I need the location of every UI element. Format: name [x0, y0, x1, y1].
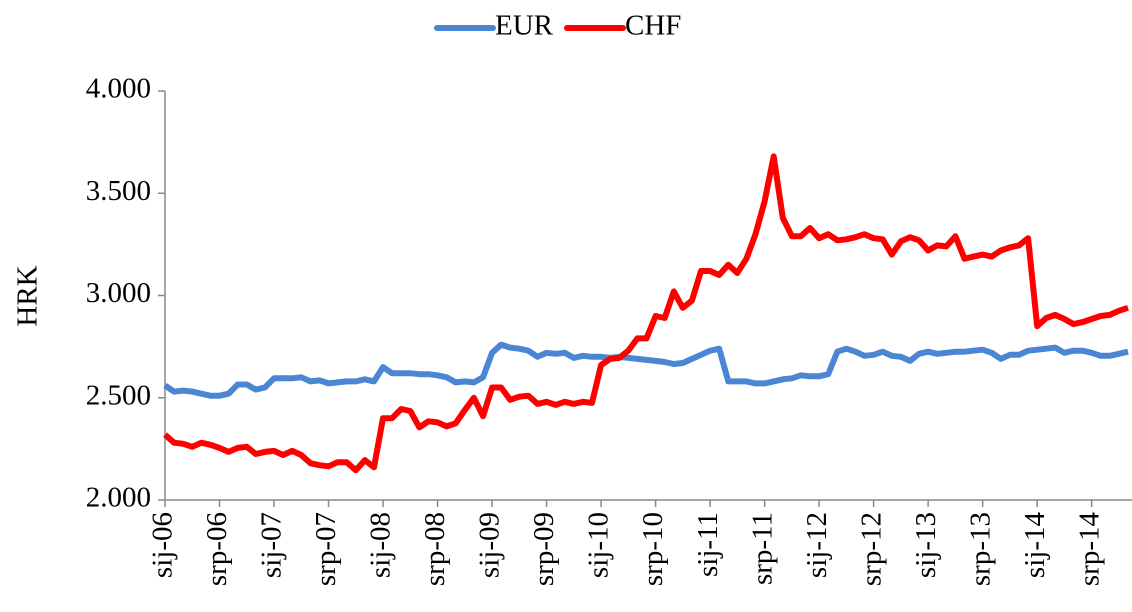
- x-tick-label: srp-08: [419, 512, 451, 586]
- x-tick-label: srp-13: [964, 512, 996, 586]
- y-tick-label: 2.500: [86, 379, 151, 411]
- x-tick-label: srp-06: [201, 512, 233, 586]
- y-axis-label: HRK: [12, 265, 44, 326]
- legend-label: EUR: [495, 10, 554, 42]
- x-tick-label: sij-11: [692, 512, 724, 577]
- x-tick-label: sij-08: [365, 512, 397, 578]
- y-tick-label: 4.000: [86, 73, 151, 105]
- x-tick-label: sij-07: [256, 512, 288, 578]
- y-tick-label: 2.000: [86, 482, 151, 514]
- x-tick-label: srp-09: [528, 512, 560, 586]
- x-tick-label: srp-07: [310, 512, 342, 586]
- x-tick-label: sij-14: [1019, 512, 1051, 579]
- x-tick-label: sij-12: [801, 512, 833, 578]
- x-tick-label: srp-10: [637, 512, 669, 586]
- x-tick-label: sij-13: [910, 512, 942, 578]
- series-line: [163, 341, 1129, 399]
- x-tick-label: sij-06: [147, 512, 179, 578]
- x-tick-label: srp-11: [746, 512, 778, 585]
- x-tick-label: srp-14: [1073, 512, 1105, 587]
- y-tick-label: 3.500: [86, 175, 151, 207]
- y-tick-label: 3.000: [86, 277, 151, 309]
- legend-label: CHF: [625, 10, 681, 42]
- x-tick-label: srp-12: [855, 512, 887, 586]
- x-tick-label: sij-10: [583, 512, 615, 578]
- series-line: [163, 153, 1129, 474]
- x-tick-label: sij-09: [474, 512, 506, 578]
